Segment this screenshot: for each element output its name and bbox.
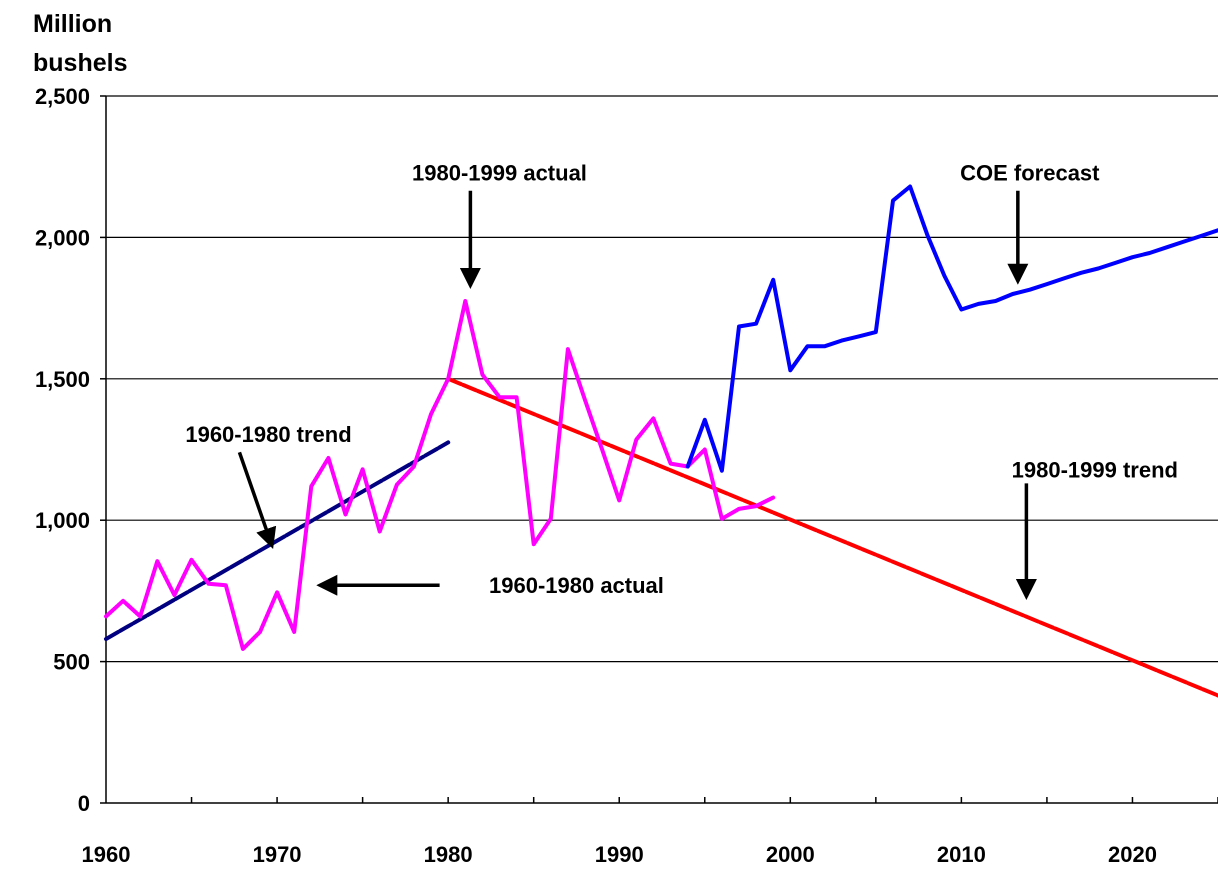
series-lines: [104, 184, 1218, 698]
y-tick-label: 2,500: [35, 84, 90, 109]
y-tick-label: 0: [78, 791, 90, 816]
y-tick-label: 2,000: [35, 225, 90, 250]
annotation-arrow-trend-1960-1980: [237, 451, 277, 549]
annotation-label-actual-1960-1980: 1960-1980 actual: [489, 573, 664, 598]
series-line-trend-1960-1980: [104, 440, 451, 641]
annotation-label-actual-1980-1999: 1980-1999 actual: [412, 160, 587, 185]
y-tick-label: 1,000: [35, 508, 90, 533]
x-tick-label: 1960: [82, 842, 131, 867]
axes: 0 500 1,000 1,500 2,000 2,500 1960 1970 1980 1990…: [35, 84, 1218, 867]
annotation-label-coe-forecast: COE forecast: [960, 160, 1100, 185]
x-tick-label: 1980: [424, 842, 473, 867]
x-tick-label: 1990: [595, 842, 644, 867]
y-tick-label: 500: [53, 650, 90, 675]
series-line-trend-1980-1999: [446, 376, 1218, 698]
x-tick-label: 2000: [766, 842, 815, 867]
x-tick-label: 2010: [937, 842, 986, 867]
series-line-forecast: [685, 184, 1218, 473]
annotations: 1980-1999 actual COE forecast 1960-1980 tr…: [185, 160, 1178, 601]
y-axis-label-line2: bushels: [33, 49, 127, 77]
x-tick-label: 1970: [253, 842, 302, 867]
y-tick-label: 1,500: [35, 367, 90, 392]
x-tick-label: 2020: [1108, 842, 1157, 867]
annotation-label-trend-1980-1999: 1980-1999 trend: [1012, 457, 1178, 482]
series-line-actual: [104, 299, 776, 651]
y-axis-label-line1: Million: [33, 10, 112, 38]
annotation-label-trend-1960-1980: 1960-1980 trend: [185, 422, 351, 447]
gridlines: [106, 95, 1218, 663]
